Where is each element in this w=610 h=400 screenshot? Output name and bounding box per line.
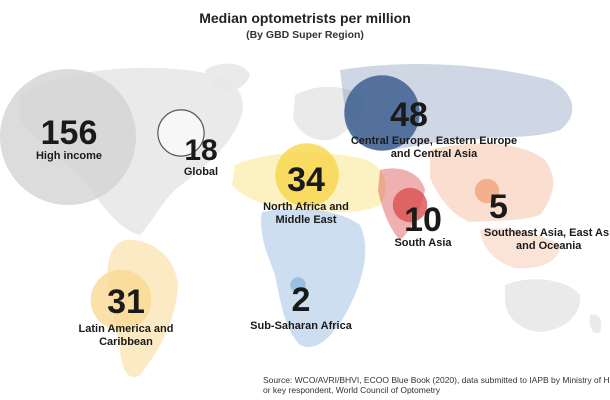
- bubbles: [0, 69, 500, 331]
- name-label-high-income: High income: [35, 150, 102, 162]
- region-label-north-africa: 34 North Africa and Middle East: [244, 163, 368, 227]
- name-label-south-asia: South Asia: [394, 237, 452, 249]
- bubble-south-asia: [392, 187, 428, 223]
- region-label-latin-america: 31 Latin America and Caribbean: [64, 285, 188, 349]
- region-label-sub-saharan-africa: 2 Sub-Saharan Africa: [238, 283, 364, 333]
- name-label-central-europe-1: Central Europe, Eastern Europe: [350, 135, 518, 147]
- region-label-global: 18 Global: [168, 136, 234, 179]
- value-label-south-asia: 10: [404, 201, 442, 239]
- name-label-sub-saharan-africa: Sub-Saharan Africa: [250, 320, 352, 332]
- source-line-1: Source: WCO/AVRI/BHVI, ECOO Blue Book (2…: [263, 375, 610, 385]
- bubble-north-africa: [275, 143, 339, 207]
- continent-shape: [261, 208, 366, 347]
- bubble-southeast-asia: [474, 178, 500, 204]
- name-label-latin-america-1: Latin America and: [78, 323, 174, 335]
- continent-shape: [480, 228, 560, 269]
- bubble-latin-america: [90, 269, 152, 331]
- value-label-high-income: 156: [40, 114, 98, 152]
- value-label-sub-saharan-africa: 2: [291, 281, 311, 319]
- name-label-global: Global: [183, 166, 219, 178]
- name-label-north-africa-2: Middle East: [275, 214, 337, 227]
- continent-shape: [205, 63, 250, 92]
- value-label-global: 18: [184, 134, 218, 167]
- value-label-latin-america: 31: [107, 283, 145, 321]
- name-label-central-europe-2: and Central Asia: [390, 148, 478, 161]
- region-label-south-asia: 10 South Asia: [388, 203, 458, 250]
- name-label-north-africa-1: North Africa and: [263, 201, 349, 213]
- chart-subtitle: (By GBD Super Region): [246, 29, 364, 41]
- name-label-southeast-asia-1: Southeast Asia, East As: [484, 227, 610, 239]
- bubble-global: [157, 109, 205, 157]
- value-label-central-europe: 48: [390, 96, 428, 134]
- bubble-central-europe: [344, 75, 420, 151]
- bubble-high-income: [0, 69, 136, 205]
- value-label-north-africa: 34: [287, 161, 325, 199]
- name-label-latin-america-2: Caribbean: [99, 336, 153, 349]
- bubble-sub-saharan-africa: [290, 277, 306, 293]
- chart-title: Median optometrists per million: [199, 10, 411, 26]
- continent-shape: [505, 279, 581, 332]
- source-note: Source: WCO/AVRI/BHVI, ECOO Blue Book (2…: [263, 375, 610, 395]
- continent-shape: [589, 314, 602, 334]
- region-label-high-income: 156 High income: [10, 116, 128, 163]
- region-label-central-europe: 48 Central Europe, Eastern Europe and Ce…: [334, 98, 534, 161]
- value-label-southeast-asia: 5: [489, 190, 508, 226]
- source-line-2: or key respondent, World Council of Opto…: [263, 385, 441, 396]
- region-label-southeast-asia: 5 Southeast Asia, East As and Oceania: [484, 190, 610, 253]
- name-label-southeast-asia-2: and Oceania: [516, 240, 582, 253]
